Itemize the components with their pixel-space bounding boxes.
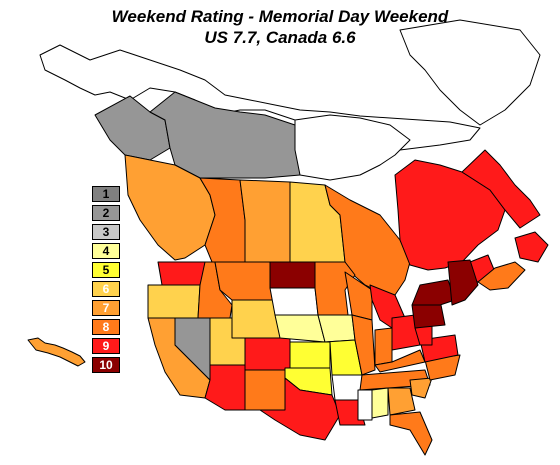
region-arizona [204, 364, 246, 411]
region-south-carolina [409, 377, 433, 399]
region-newfoundland [514, 231, 549, 263]
region-new-mexico [244, 369, 286, 411]
region-south-dakota [269, 287, 319, 316]
map-title-block: Weekend Rating - Memorial Day Weekend US… [0, 6, 560, 48]
region-nunavut [294, 114, 411, 181]
legend-item-2: 2 [92, 205, 120, 221]
region-texas [259, 377, 341, 441]
region-labrador [461, 149, 541, 229]
region-minnesota [314, 261, 356, 316]
region-new-york [411, 279, 456, 306]
legend-item-10: 10 [92, 357, 120, 373]
region-florida [389, 411, 433, 456]
legend-item-7: 7 [92, 300, 120, 316]
region-nova-scotia [477, 261, 526, 291]
region-hawaii [27, 337, 86, 367]
region-georgia [387, 387, 416, 416]
region-new-england [447, 259, 479, 306]
region-mississippi [357, 389, 373, 421]
legend-item-5: 5 [92, 262, 120, 278]
region-iowa [317, 314, 356, 343]
map-title: Weekend Rating - Memorial Day Weekend [111, 7, 449, 26]
region-washington [157, 261, 206, 286]
legend-item-6: 6 [92, 281, 120, 297]
map-subtitle: US 7.7, Canada 6.6 [204, 28, 356, 47]
region-saskatchewan [239, 179, 291, 263]
region-quebec [394, 159, 506, 271]
region-illinois [351, 314, 376, 376]
legend-item-1: 1 [92, 186, 120, 202]
legend-item-4: 4 [92, 243, 120, 259]
region-kansas [289, 341, 331, 369]
region-greenland [399, 19, 541, 126]
region-nebraska [274, 314, 326, 343]
region-colorado [244, 337, 291, 371]
region-indiana [374, 327, 393, 366]
region-kentucky [374, 349, 426, 373]
region-oregon [147, 284, 201, 319]
legend-item-8: 8 [92, 319, 120, 335]
region-north-dakota [269, 261, 316, 289]
legend-item-9: 9 [92, 338, 120, 354]
region-alabama [371, 387, 389, 419]
region-northwest-territories [149, 91, 301, 179]
legend-item-3: 3 [92, 224, 120, 240]
